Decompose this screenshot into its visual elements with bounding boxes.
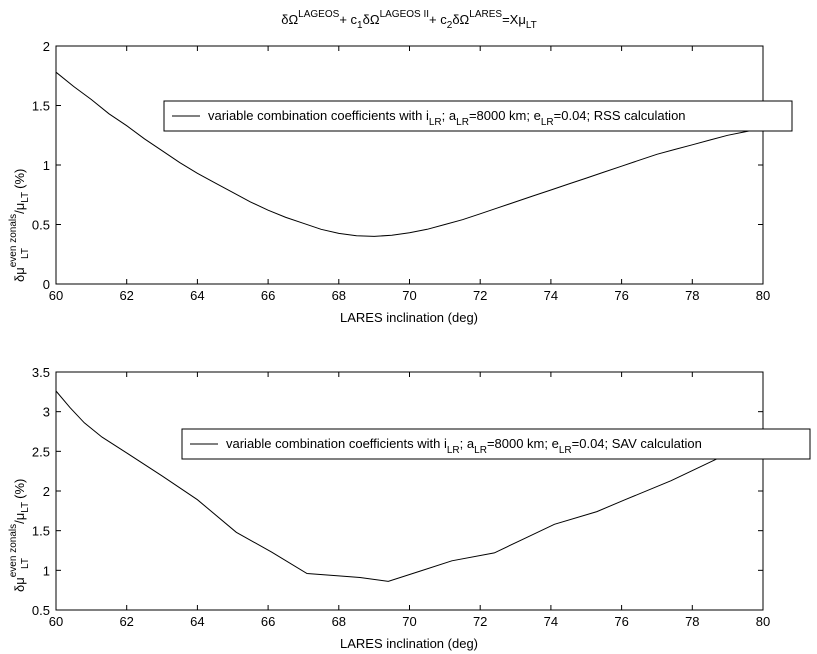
bottom-y-tick-label: 1.5 (32, 524, 50, 539)
bottom-y-tick-label: 3 (43, 405, 50, 420)
top-x-axis-label: LARES inclination (deg) (340, 310, 478, 325)
bottom-axis-ticks: 60 62 64 66 68 70 72 74 76 78 80 0.5 1 1.5 2 2.5 3 3.5 (32, 365, 770, 629)
bottom-x-tick-label: 62 (119, 614, 133, 629)
bottom-legend-box (181, 428, 811, 460)
top-x-tick-label: 60 (49, 288, 63, 303)
bottom-x-axis-label: LARES inclination (deg) (340, 636, 478, 651)
top-x-tick-label: 80 (756, 288, 770, 303)
top-y-tick-label: 2 (43, 39, 50, 54)
bottom-x-tick-label: 76 (614, 614, 628, 629)
bottom-y-axis-label: δμeven zonals/μLT(%) (8, 479, 31, 592)
top-y-tick-label: 1.5 (32, 99, 50, 114)
bottom-y-axis-label-sub: LT (20, 558, 31, 569)
bottom-y-tick-label: 0.5 (32, 603, 50, 618)
bottom-x-tick-label: 74 (544, 614, 558, 629)
top-panel: 60 62 64 66 68 70 72 74 76 78 80 0 0.5 1 1.5 2 LARES in… (8, 39, 793, 325)
top-y-tick-label: 0.5 (32, 218, 50, 233)
top-legend-label: variable combination coefficients with i… (208, 108, 686, 128)
bottom-y-tick-label: 3.5 (32, 365, 50, 380)
bottom-legend: variable combination coefficients with i… (181, 428, 811, 460)
bottom-x-tick-label: 64 (190, 614, 204, 629)
bottom-x-tick-label: 60 (49, 614, 63, 629)
top-x-tick-label: 64 (190, 288, 204, 303)
top-x-tick-label: 74 (544, 288, 558, 303)
top-y-tick-label: 1 (43, 158, 50, 173)
top-legend-box (163, 100, 793, 132)
top-x-tick-label: 68 (332, 288, 346, 303)
top-x-tick-label: 62 (119, 288, 133, 303)
figure-title: δΩLAGEOS+ c1δΩLAGEOS II+ c2δΩLARES=XμLT (281, 9, 537, 31)
bottom-x-tick-label: 70 (402, 614, 416, 629)
top-legend: variable combination coefficients with i… (163, 100, 793, 132)
bottom-y-tick-label: 2.5 (32, 444, 50, 459)
top-x-tick-label: 78 (685, 288, 699, 303)
bottom-y-tick-label: 1 (43, 563, 50, 578)
top-y-axis-label-sub: LT (20, 248, 31, 259)
bottom-legend-label: variable combination coefficients with i… (226, 436, 702, 456)
top-plot-frame (55, 45, 764, 285)
bottom-x-tick-label: 72 (473, 614, 487, 629)
top-x-tick-label: 66 (261, 288, 275, 303)
bottom-panel: 60 62 64 66 68 70 72 74 76 78 80 0.5 1 1.5 2 2.5 3 3.5 LA… (8, 365, 811, 651)
bottom-x-tick-label: 80 (756, 614, 770, 629)
bottom-series-line (55, 390, 764, 582)
top-y-tick-label: 0 (43, 277, 50, 292)
top-x-tick-label: 72 (473, 288, 487, 303)
bottom-y-tick-label: 2 (43, 484, 50, 499)
bottom-x-tick-label: 66 (261, 614, 275, 629)
top-series-line (55, 71, 764, 237)
top-x-tick-label: 70 (402, 288, 416, 303)
bottom-x-tick-label: 68 (332, 614, 346, 629)
top-x-tick-label: 76 (614, 288, 628, 303)
top-axis-ticks: 60 62 64 66 68 70 72 74 76 78 80 0 0.5 1 1.5 2 (32, 39, 770, 303)
top-y-axis-label: δμeven zonals/μLT(%) (8, 169, 31, 282)
bottom-x-tick-label: 78 (685, 614, 699, 629)
